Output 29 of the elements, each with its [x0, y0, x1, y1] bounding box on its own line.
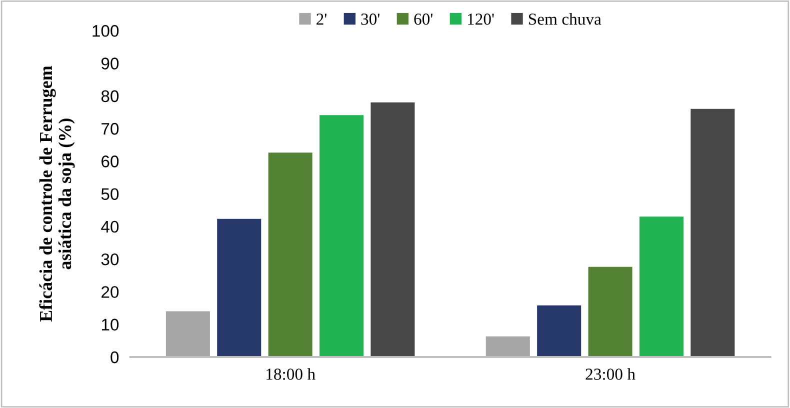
- y-tick-label: 30: [101, 253, 119, 266]
- legend-label: 2': [316, 14, 326, 25]
- y-tick-label: 100: [92, 25, 119, 37]
- bar: [690, 108, 735, 357]
- y-tick-label: 90: [101, 58, 119, 70]
- bar: [639, 216, 684, 357]
- legend-label: Sem chuva: [528, 13, 602, 25]
- y-tick-label: 80: [101, 90, 119, 102]
- y-axis-title: Eficácia de controle de Ferrugem asiática da soja (%): [39, 66, 75, 322]
- legend-label: 120': [468, 14, 494, 25]
- y-tick-label: 60: [102, 156, 119, 168]
- bar: [166, 311, 210, 357]
- legend-label: 60': [414, 14, 432, 25]
- y-tick-label: 70: [102, 122, 119, 135]
- bar: [486, 336, 530, 357]
- y-tick-label: 0: [110, 351, 119, 364]
- x-tick-label: 23:00 h: [586, 368, 636, 380]
- bar: [588, 266, 632, 357]
- y-tick-label: 20: [102, 286, 119, 298]
- bar: [320, 115, 364, 357]
- y-tick-label: 10: [102, 318, 119, 331]
- bar: [217, 218, 262, 357]
- bar: [370, 102, 415, 357]
- y-tick-label: 40: [101, 220, 119, 233]
- bar: [537, 305, 582, 357]
- x-tick-label: 18:00 h: [266, 368, 316, 380]
- bar: [268, 152, 312, 357]
- y-tick-label: 50: [101, 188, 119, 200]
- legend-label: 30': [361, 14, 380, 25]
